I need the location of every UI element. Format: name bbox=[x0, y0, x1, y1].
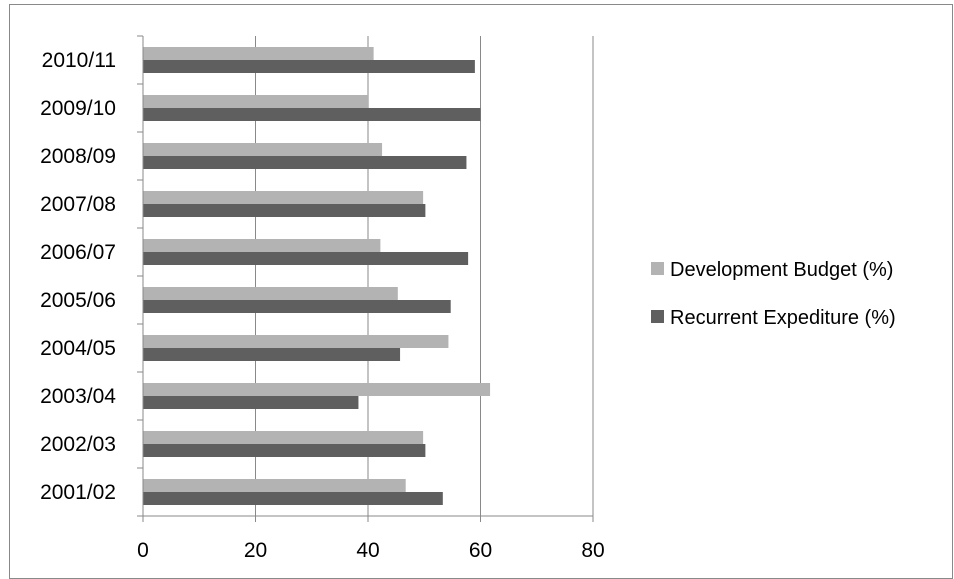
y-tick-label: 2007/08 bbox=[40, 193, 116, 216]
legend-swatch-development-budget bbox=[651, 262, 664, 275]
bar-recurrent-expediture-2003-04 bbox=[143, 396, 359, 409]
bars bbox=[143, 47, 491, 505]
legend-swatch-recurrent-expediture bbox=[651, 310, 664, 323]
x-tick-label: 20 bbox=[244, 539, 267, 562]
bar-recurrent-expediture-2009-10 bbox=[143, 108, 481, 121]
legend: Development Budget (%) Recurrent Expedit… bbox=[651, 259, 896, 329]
y-axis-labels: 2001/02 2002/03 2003/04 2004/05 2005/06 2006/… bbox=[40, 49, 116, 504]
bar-development-budget-2007-08 bbox=[143, 191, 424, 204]
y-tick-label: 2005/06 bbox=[40, 289, 116, 312]
bar-recurrent-expediture-2007-08 bbox=[143, 204, 426, 217]
y-tick-label: 2001/02 bbox=[40, 481, 116, 504]
x-tick-label: 0 bbox=[137, 539, 149, 562]
y-tick-label: 2002/03 bbox=[40, 433, 116, 456]
bar-development-budget-2006-07 bbox=[143, 239, 381, 252]
axes bbox=[137, 35, 594, 522]
bar-recurrent-expediture-2002-03 bbox=[143, 444, 426, 457]
bar-recurrent-expediture-2006-07 bbox=[143, 252, 469, 265]
legend-label-development-budget: Development Budget (%) bbox=[670, 259, 893, 281]
bar-development-budget-2009-10 bbox=[143, 95, 368, 108]
bar-recurrent-expediture-2004-05 bbox=[143, 348, 401, 361]
bar-development-budget-2008-09 bbox=[143, 143, 383, 156]
x-axis-labels: 0 20 40 60 80 bbox=[137, 539, 605, 562]
y-tick-label: 2009/10 bbox=[40, 97, 116, 120]
bar-development-budget-2001-02 bbox=[143, 479, 406, 492]
bar-recurrent-expediture-2008-09 bbox=[143, 156, 467, 169]
legend-label-recurrent-expediture: Recurrent Expediture (%) bbox=[670, 307, 896, 329]
y-tick-label: 2008/09 bbox=[40, 145, 116, 168]
x-tick-label: 80 bbox=[581, 539, 604, 562]
bar-development-budget-2010-11 bbox=[143, 47, 374, 60]
bar-development-budget-2005-06 bbox=[143, 287, 398, 300]
y-tick-label: 2010/11 bbox=[42, 49, 116, 72]
bar-development-budget-2002-03 bbox=[143, 431, 424, 444]
y-tick-label: 2003/04 bbox=[40, 385, 116, 408]
y-tick-label: 2006/07 bbox=[40, 241, 116, 264]
bar-recurrent-expediture-2010-11 bbox=[143, 60, 475, 73]
x-tick-label: 60 bbox=[469, 539, 492, 562]
bar-recurrent-expediture-2005-06 bbox=[143, 300, 451, 313]
x-tick-label: 40 bbox=[356, 539, 379, 562]
y-tick-label: 2004/05 bbox=[40, 337, 116, 360]
bar-recurrent-expediture-2001-02 bbox=[143, 492, 443, 505]
bar-development-budget-2004-05 bbox=[143, 335, 449, 348]
bar-development-budget-2003-04 bbox=[143, 383, 491, 396]
